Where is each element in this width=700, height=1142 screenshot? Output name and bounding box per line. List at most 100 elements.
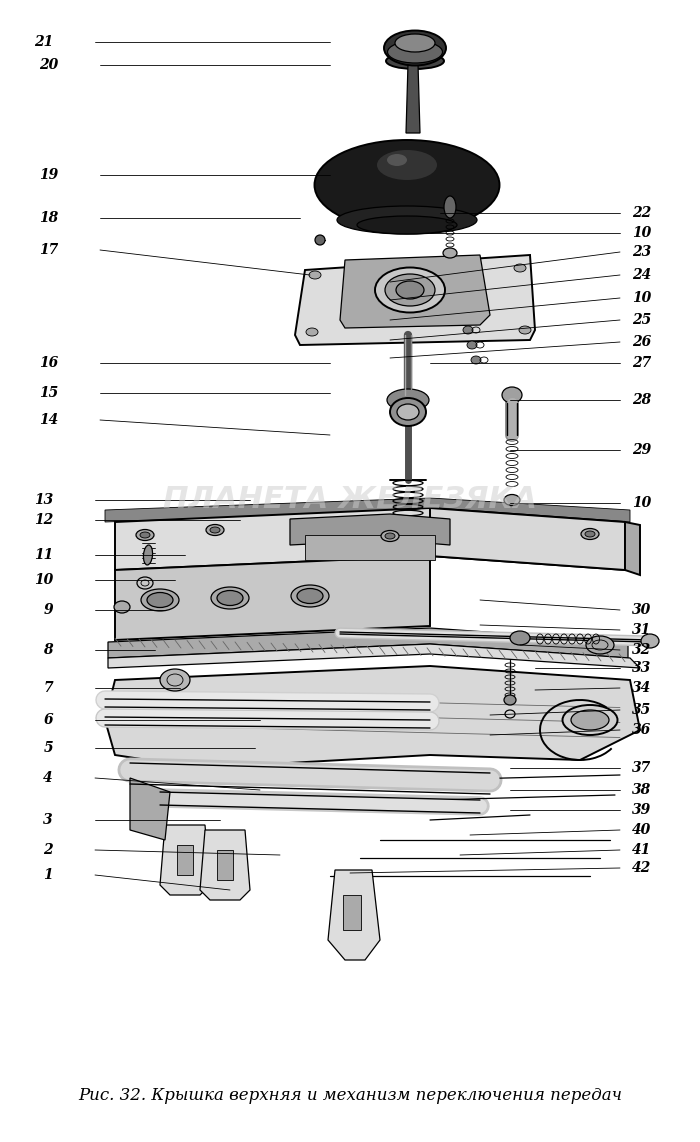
Ellipse shape	[443, 248, 457, 258]
Text: 35: 35	[632, 703, 651, 717]
Text: 9: 9	[43, 603, 53, 617]
Ellipse shape	[291, 585, 329, 608]
Text: 1: 1	[43, 868, 53, 882]
Ellipse shape	[375, 267, 445, 313]
Polygon shape	[200, 830, 250, 900]
Text: 23: 23	[632, 246, 651, 259]
Ellipse shape	[396, 281, 424, 299]
Ellipse shape	[144, 545, 153, 565]
Ellipse shape	[397, 404, 419, 420]
Ellipse shape	[141, 589, 179, 611]
Ellipse shape	[641, 634, 659, 648]
Text: 30: 30	[632, 603, 651, 617]
Text: 42: 42	[632, 861, 651, 875]
Ellipse shape	[510, 632, 530, 645]
Ellipse shape	[504, 494, 520, 506]
Ellipse shape	[504, 695, 516, 705]
Polygon shape	[105, 498, 630, 522]
Ellipse shape	[390, 399, 426, 426]
Text: Рис. 32. Крышка верхняя и механизм переключения передач: Рис. 32. Крышка верхняя и механизм перек…	[78, 1086, 622, 1103]
Ellipse shape	[306, 328, 318, 336]
Text: 20: 20	[38, 58, 58, 72]
Text: 22: 22	[632, 206, 651, 220]
Text: 2: 2	[43, 843, 53, 856]
Ellipse shape	[297, 588, 323, 603]
Polygon shape	[290, 514, 450, 545]
Ellipse shape	[571, 710, 609, 730]
Bar	[217, 850, 233, 880]
Polygon shape	[105, 666, 640, 769]
Ellipse shape	[357, 216, 457, 234]
Text: 34: 34	[632, 681, 651, 695]
Polygon shape	[115, 556, 430, 640]
Text: 39: 39	[632, 803, 651, 817]
Ellipse shape	[206, 524, 224, 536]
Text: 10: 10	[632, 226, 651, 240]
Ellipse shape	[147, 593, 173, 608]
Text: 13: 13	[34, 493, 53, 507]
Ellipse shape	[217, 590, 243, 605]
Ellipse shape	[387, 389, 429, 411]
Text: 7: 7	[43, 681, 53, 695]
Polygon shape	[406, 64, 420, 132]
Ellipse shape	[315, 235, 325, 246]
Text: 11: 11	[34, 548, 53, 562]
Ellipse shape	[388, 41, 442, 63]
Ellipse shape	[337, 206, 477, 234]
Ellipse shape	[384, 31, 446, 65]
Text: 40: 40	[632, 823, 651, 837]
Ellipse shape	[377, 150, 437, 180]
Text: 27: 27	[632, 356, 651, 370]
Text: 10: 10	[632, 496, 651, 510]
Ellipse shape	[386, 53, 444, 69]
Text: 41: 41	[632, 843, 651, 856]
Ellipse shape	[136, 530, 154, 540]
Ellipse shape	[385, 533, 395, 539]
Polygon shape	[625, 522, 640, 576]
Polygon shape	[328, 870, 380, 960]
Text: 6: 6	[43, 713, 53, 727]
Ellipse shape	[585, 531, 595, 537]
Polygon shape	[115, 508, 625, 570]
Polygon shape	[160, 825, 210, 895]
Ellipse shape	[114, 601, 130, 613]
Ellipse shape	[160, 669, 190, 691]
Ellipse shape	[467, 341, 477, 349]
Ellipse shape	[395, 34, 435, 53]
Ellipse shape	[140, 532, 150, 538]
Bar	[177, 845, 193, 875]
Polygon shape	[295, 255, 535, 345]
Ellipse shape	[563, 705, 617, 735]
Polygon shape	[108, 628, 628, 658]
Text: 24: 24	[632, 268, 651, 282]
Ellipse shape	[387, 154, 407, 166]
Text: 17: 17	[38, 243, 58, 257]
Ellipse shape	[444, 196, 456, 218]
Ellipse shape	[581, 529, 599, 539]
Ellipse shape	[211, 587, 249, 609]
Ellipse shape	[309, 271, 321, 279]
Text: 8: 8	[43, 643, 53, 657]
Text: 33: 33	[632, 661, 651, 675]
Ellipse shape	[381, 531, 399, 541]
Text: 38: 38	[632, 783, 651, 797]
Text: 29: 29	[632, 443, 651, 457]
Polygon shape	[340, 255, 490, 328]
Text: 14: 14	[38, 413, 58, 427]
Text: 16: 16	[38, 356, 58, 370]
Text: ПЛАНЕТА ЖЕЛЕЗЯКА: ПЛАНЕТА ЖЕЛЕЗЯКА	[163, 485, 537, 515]
Ellipse shape	[463, 325, 473, 333]
Text: 19: 19	[38, 168, 58, 182]
Text: 28: 28	[632, 393, 651, 407]
Ellipse shape	[586, 636, 614, 654]
Ellipse shape	[471, 356, 481, 364]
Text: 5: 5	[43, 741, 53, 755]
Ellipse shape	[502, 387, 522, 403]
Text: 15: 15	[38, 386, 58, 400]
Text: 32: 32	[632, 643, 651, 657]
Text: 26: 26	[632, 335, 651, 349]
Text: 10: 10	[34, 573, 53, 587]
Ellipse shape	[514, 264, 526, 272]
Polygon shape	[108, 644, 640, 668]
Text: 12: 12	[34, 513, 53, 526]
